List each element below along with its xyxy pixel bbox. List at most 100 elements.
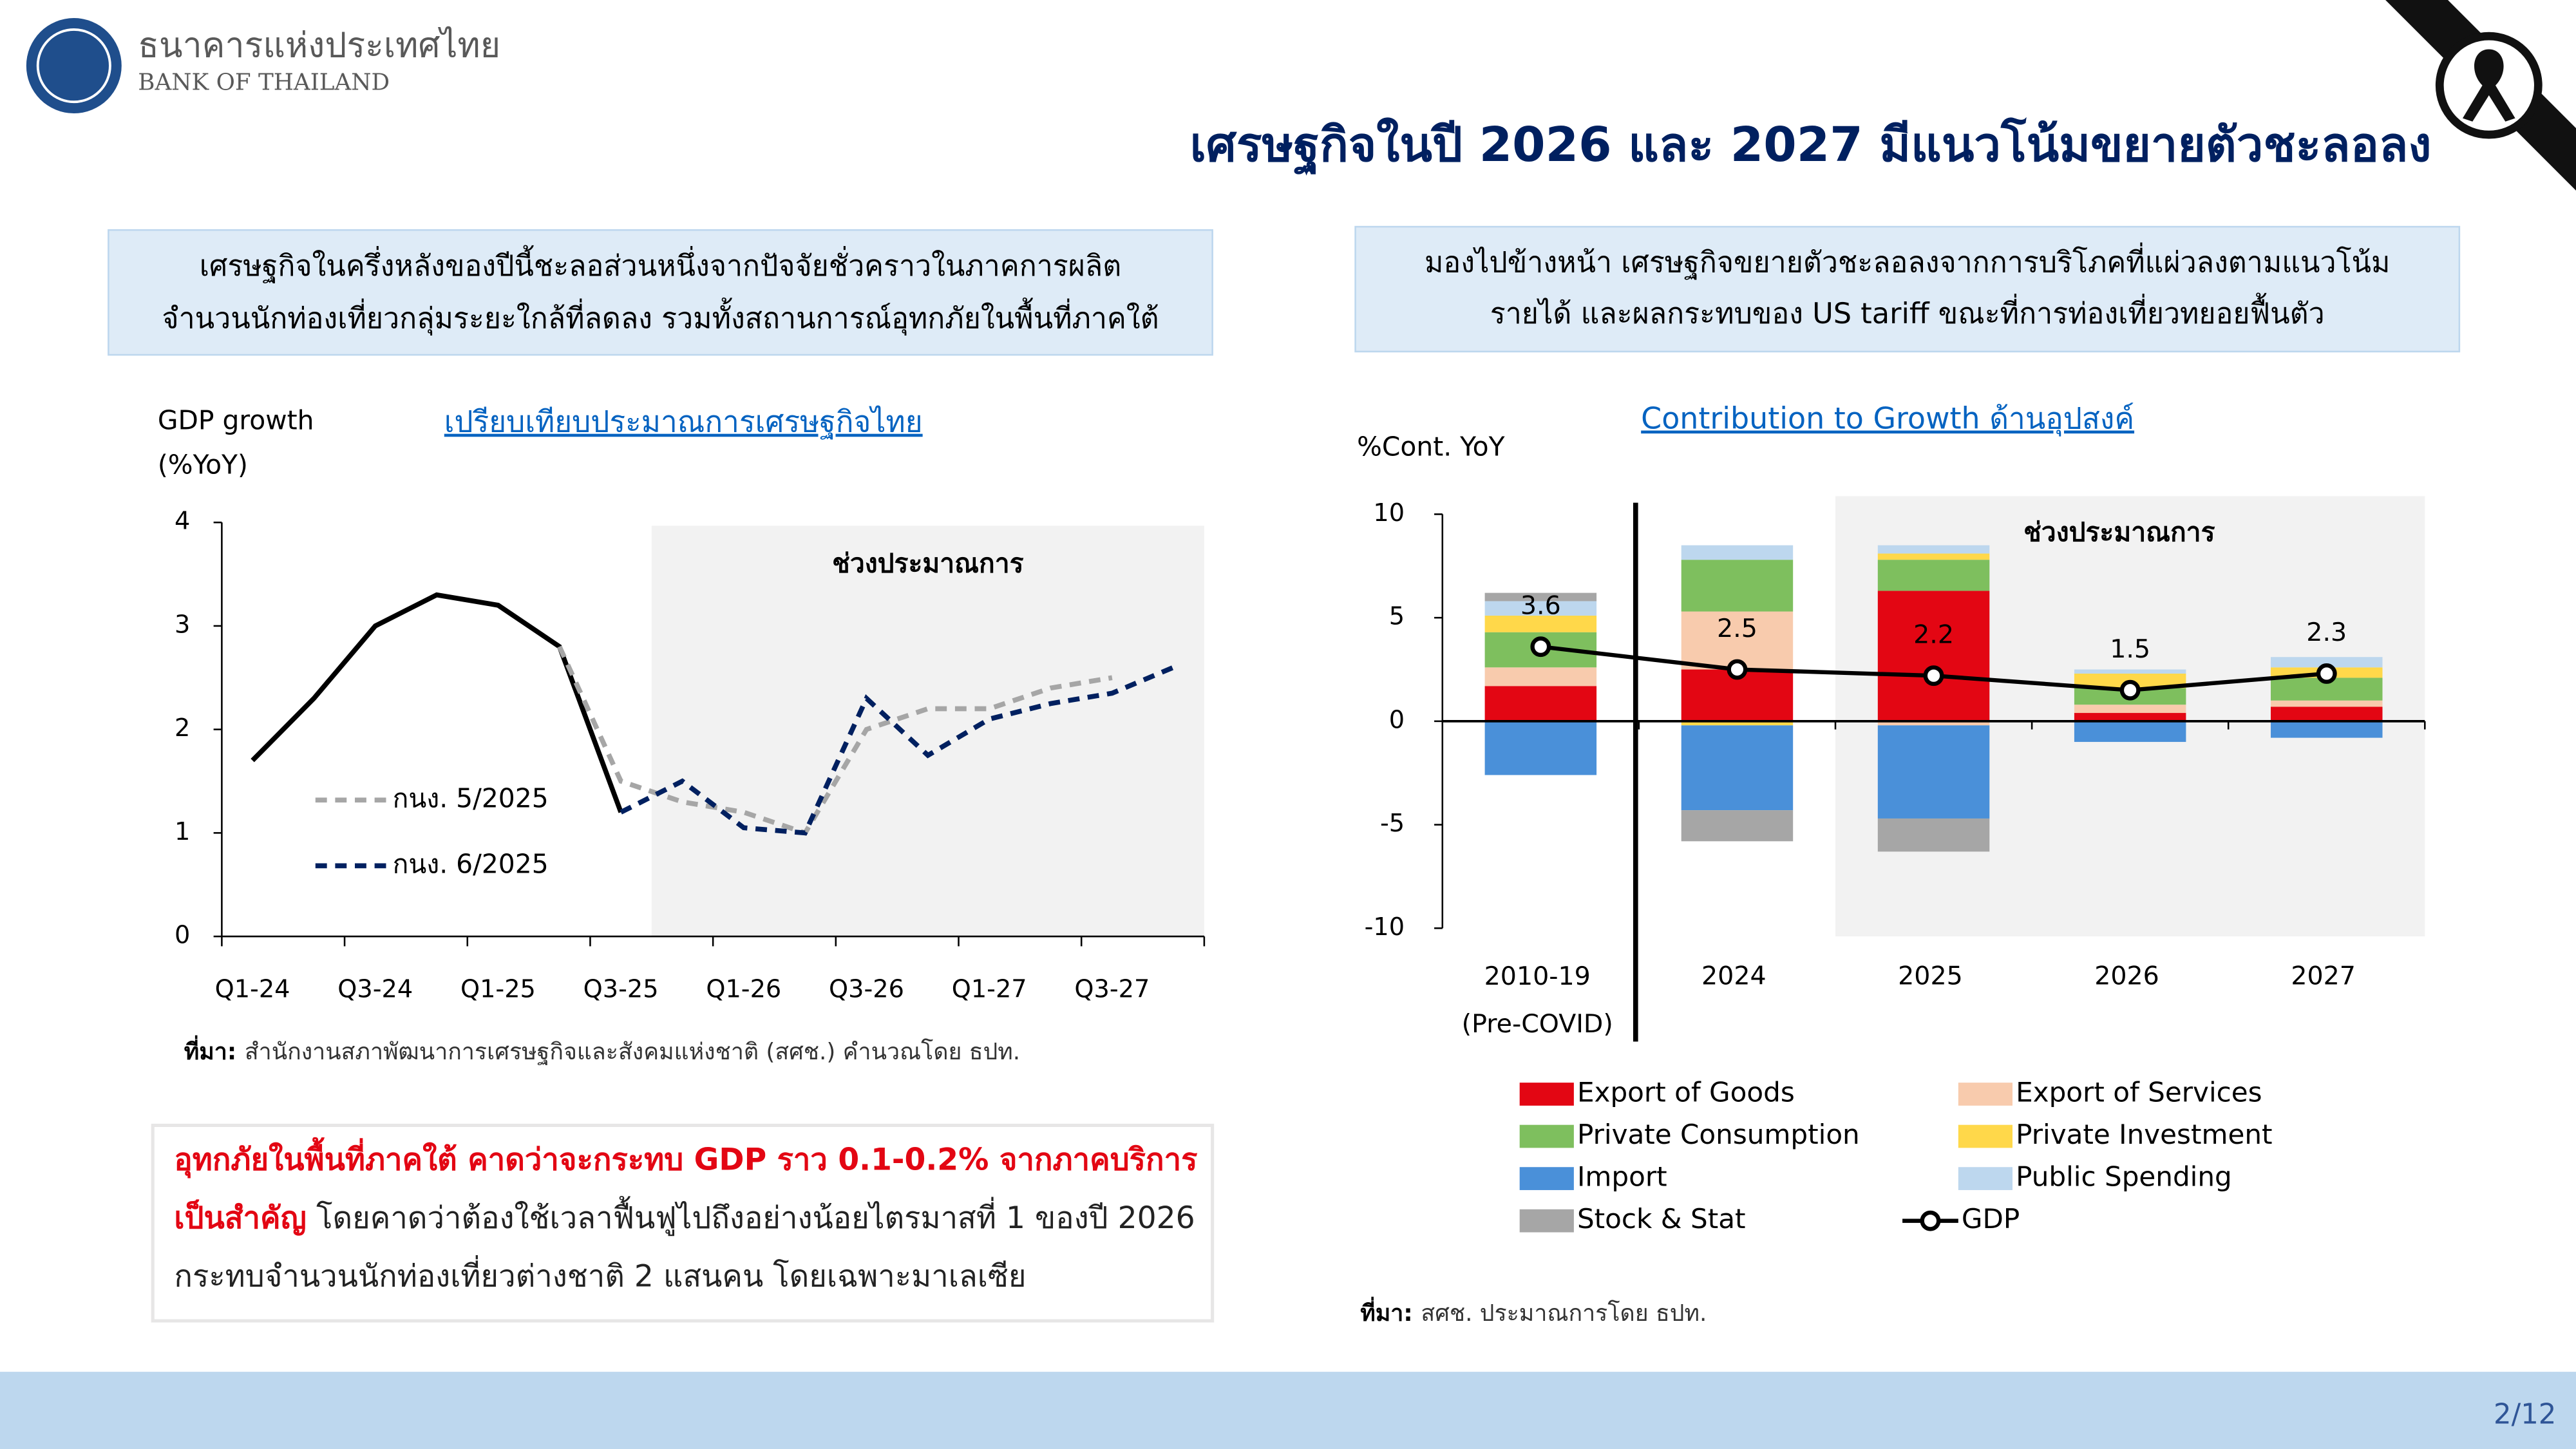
org-name-en: BANK OF THAILAND [138,70,390,96]
org-name-th: ธนาคารแห่งประเทศไทย [138,25,500,66]
gdp-marker [1727,659,1748,680]
source-label: ที่มา: [184,1035,236,1065]
x-tick-label: Q1-27 [952,975,1027,1004]
data-label: 2.3 [2306,618,2347,647]
logo-ring [36,28,111,104]
right-summary-line: มองไปข้างหน้า เศรษฐกิจขยายตัวชะลอลงจากกา… [1425,243,2390,280]
x-tick-label: Q1-25 [460,975,536,1004]
gdp-marker [1530,636,1551,658]
legend-label: Private Investment [2016,1119,2272,1150]
bar-segment [2271,721,2383,738]
y-tick-label: 0 [1389,705,1405,734]
legend-label: Public Spending [2016,1161,2232,1193]
bar-segment [2074,669,2186,674]
y-axis-label: GDP growth [158,405,314,436]
chart-title: Contribution to Growth ด้านอุปสงค์ [1641,401,2134,437]
gdp-marker [2316,663,2337,684]
left-source: ที่มา: สำนักงานสภาพัฒนาการเศรษฐกิจและสังค… [184,1035,1020,1065]
note: อุทกภัยในพื้นที่ภาคใต้ คาดว่าจะกระทบ GDP… [174,1137,1198,1294]
series-line [557,645,1113,836]
legend-label: GDP [1962,1203,2020,1235]
bar-segment [1681,721,1794,726]
bar-segment [1484,721,1597,775]
bar-segment [1681,560,1794,612]
bar-segment [1484,686,1597,721]
x-tick-label: Q3-26 [829,975,904,1004]
gdp-marker [2119,679,2141,701]
bar-segment [1681,810,1794,842]
charts: ช่วงประมาณการ เปรียบเทียบประมาณการเศรษฐกิ… [158,401,2426,1235]
bar-segment [1877,591,1990,721]
x-tick-label: 2027 [2291,961,2356,990]
y-tick-label: 0 [175,921,190,950]
legend-swatch [1519,1167,1574,1190]
bar-segment [1484,601,1597,616]
data-label: 3.6 [1520,591,1561,620]
source-label: ที่มา: [1360,1296,1412,1327]
page-number: 2/12 [2494,1398,2556,1430]
x-tick-label: 2024 [1701,961,1766,990]
legend-label: Export of Services [2016,1076,2262,1108]
legend-label: Private Consumption [1577,1119,1860,1150]
bar-segment [2271,657,2383,668]
note-emphasis: อุทกภัยในพื้นที่ภาคใต้ คาดว่าจะกระทบ GDP… [174,1137,1198,1179]
bar-segment [1877,560,1990,591]
chart-title: เปรียบเทียบประมาณการเศรษฐกิจไทย [444,404,923,440]
x-tick-label: Q3-25 [583,975,659,1004]
right-source: ที่มา: สศช. ประมาณการโดย ธปท. [1360,1296,1707,1327]
data-label: 1.5 [2110,634,2150,664]
data-label: 2.5 [1717,614,1757,643]
bar-segment [1484,667,1597,687]
logo [26,18,122,114]
y-tick-label: 5 [1389,602,1405,631]
footer-bar [0,1372,2576,1449]
source-text: สศช. ประมาณการโดย ธปท. [1421,1300,1707,1327]
y-tick-label: 3 [175,610,190,639]
bar-segment [2074,721,2186,743]
left-summary-box [108,229,1213,356]
right-summary-line: รายได้ และผลกระทบของ US tariff ขณะที่การ… [1490,292,2325,330]
bar-segment [1484,615,1597,632]
x-tick-label: Q3-24 [337,975,413,1004]
source-text: สำนักงานสภาพัฒนาการเศรษฐกิจและสังคมแห่งช… [245,1038,1020,1065]
bar-segment [1877,721,1990,726]
bar-segment [1681,725,1794,811]
y-tick-label: 4 [175,507,190,536]
bar-segment [2271,700,2383,707]
legend-label: กนง. 6/2025 [393,848,549,879]
y-tick-label: -10 [1365,913,1405,942]
y-tick-label: 1 [175,817,190,846]
bar-segment [1877,725,1990,819]
bar-segment [2271,706,2383,721]
x-tick-label: Q1-24 [215,975,290,1004]
legend-swatch-marker [1920,1210,1941,1231]
note-line: กระทบจำนวนนักท่องเที่ยวต่างชาติ 2 แสนคน … [174,1255,1026,1294]
chart: ช่วงประมาณการ Contribution to Growth ด้าน… [1357,401,2426,1235]
x-tick-label: 2026 [2094,961,2159,990]
y-axis-label: %Cont. YoY [1357,431,1504,462]
y-tick-label: 2 [175,714,190,743]
bar-segment [1877,553,1990,560]
ribbon-icon [2462,49,2515,122]
bar-segment [1681,545,1794,560]
forecast-shade [651,526,1204,937]
bar-segment [2074,705,2186,714]
left-summary-line: จำนวนนักท่องเที่ยวกลุ่มระยะใกล้ที่ลดลง ร… [162,297,1159,336]
legend-swatch [1958,1083,2012,1106]
y-tick-label: -5 [1380,809,1405,838]
legend-swatch [1519,1124,1574,1148]
slide-title: เศรษฐกิจในปี 2026 และ 2027 มีแนวโน้มขยาย… [1190,117,2432,176]
right-summary-box [1354,225,2461,353]
series-line [620,665,1175,836]
legend-swatch [1519,1209,1574,1233]
legend-label: Import [1577,1161,1667,1193]
legend-swatch [1958,1167,2012,1190]
y-tick-label: 10 [1373,498,1405,527]
note-box [151,1123,1215,1323]
legend-label: กนง. 5/2025 [393,782,549,813]
bar-segment [1877,545,1990,554]
left-summary-line: เศรษฐกิจในครึ่งหลังของปีนี้ชะลอส่วนหนึ่ง… [200,245,1121,283]
note-line: อุทกภัยในพื้นที่ภาคใต้ คาดว่าจะกระทบ GDP… [174,1137,1198,1179]
